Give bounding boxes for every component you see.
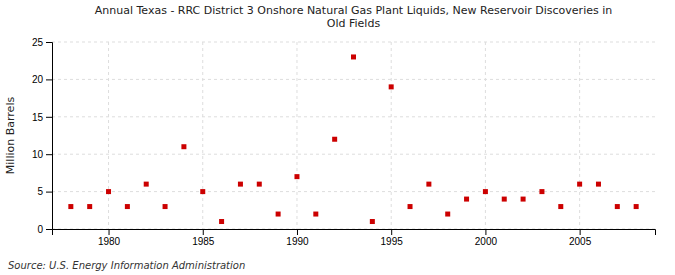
tick-mark [46, 117, 52, 118]
grid-line [485, 42, 486, 229]
tick-mark [46, 192, 52, 193]
tick-mark [46, 42, 52, 43]
tick-mark [109, 229, 110, 235]
tick-mark [46, 229, 52, 230]
tick-label: 2005 [569, 236, 592, 247]
x-tick: 1985 [192, 229, 215, 247]
tick-label: 15 [32, 112, 44, 123]
tick-label: 20 [32, 74, 44, 85]
y-label: Million Barrels [4, 97, 17, 175]
point [351, 54, 356, 59]
title: Annual Texas - RRC District 3 Onshore Na… [95, 4, 612, 30]
y-tick: 0 [37, 224, 52, 235]
axis-line [53, 230, 656, 236]
point [634, 204, 639, 209]
x-tick: 1995 [381, 229, 404, 247]
tick-mark [297, 229, 298, 235]
point [294, 174, 299, 179]
point [596, 182, 601, 187]
point [577, 182, 582, 187]
point [483, 189, 488, 194]
y-axis: 0 5 10 15 20 25 [32, 37, 53, 235]
tick-mark [580, 229, 581, 235]
point [106, 189, 111, 194]
tick-mark [391, 229, 392, 235]
tick-label: 1985 [192, 236, 215, 247]
point [464, 197, 469, 202]
y-tick: 25 [32, 37, 52, 48]
point [276, 212, 281, 217]
point [87, 204, 92, 209]
y-tick: 15 [32, 112, 52, 123]
point [502, 197, 507, 202]
point [558, 204, 563, 209]
tick-label: 1995 [381, 236, 404, 247]
tick-label: 5 [37, 186, 43, 197]
grid-line [202, 42, 203, 229]
y-tick: 5 [37, 186, 52, 197]
tick-label: 25 [32, 37, 44, 48]
point [332, 137, 337, 142]
y-tick: 20 [32, 74, 52, 85]
grid-line [52, 79, 655, 80]
point [408, 204, 413, 209]
tick-label: 10 [32, 149, 44, 160]
tick-mark [485, 229, 486, 235]
tick-mark [46, 79, 52, 80]
tick-label: 1990 [286, 236, 309, 247]
grid-line [52, 191, 655, 192]
grid-line [579, 42, 580, 229]
point [313, 212, 318, 217]
point [68, 204, 73, 209]
point [200, 189, 205, 194]
annotation: Source: U.S. Energy Information Administ… [8, 260, 245, 271]
points [68, 54, 638, 224]
grid-line [108, 42, 109, 229]
tick-mark [46, 154, 52, 155]
grid-line [52, 154, 655, 155]
chart: 1980 1985 1990 1995 2000 2005 0 5 10 15 20 25 Annual… [0, 0, 675, 275]
point [238, 182, 243, 187]
point [370, 219, 375, 224]
point [257, 182, 262, 187]
point [163, 204, 168, 209]
axis-line [46, 43, 53, 230]
x-axis: 1980 1985 1990 1995 2000 2005 [53, 229, 656, 247]
x-tick: 2005 [569, 229, 592, 247]
tick-label: 1980 [98, 236, 121, 247]
point [521, 197, 526, 202]
point [144, 182, 149, 187]
point [539, 189, 544, 194]
grid-line [52, 116, 655, 117]
point [181, 144, 186, 149]
point [125, 204, 130, 209]
grid-line [296, 42, 297, 229]
grid-line [391, 42, 392, 229]
x-tick: 2000 [475, 229, 498, 247]
tick-label: 0 [37, 224, 43, 235]
x-tick: 1980 [98, 229, 121, 247]
grid [52, 42, 655, 229]
tick-mark [203, 229, 204, 235]
x-tick: 1990 [286, 229, 309, 247]
y-tick: 10 [32, 149, 52, 160]
point [426, 182, 431, 187]
point [219, 219, 224, 224]
tick-label: 2000 [475, 236, 498, 247]
plot-area: 1980 1985 1990 1995 2000 2005 0 5 10 15 20 25 [32, 37, 656, 247]
grid-line [52, 42, 655, 43]
point [615, 204, 620, 209]
point [389, 84, 394, 89]
point [445, 212, 450, 217]
